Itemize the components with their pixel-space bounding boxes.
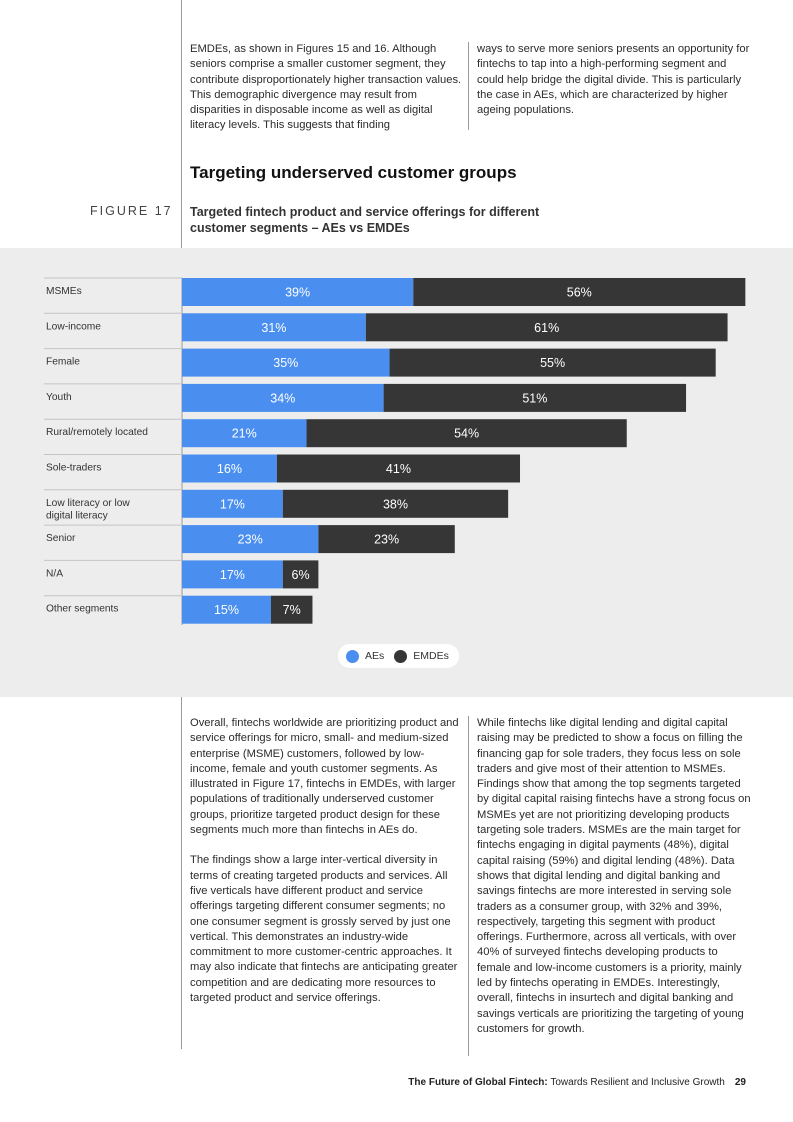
intro-left-paragraph: EMDEs, as shown in Figures 15 and 16. Al… [190,43,462,132]
bar-emdes-youth [383,383,687,412]
category-label-senior: Senior [46,533,76,544]
data-label-aes-female: 35% [273,356,298,370]
data-label-aes-other-segments: 15% [214,603,239,617]
figure-label: FIGURE 17 [90,204,173,218]
data-label-emdes-other-segments: 7% [283,603,301,617]
category-label-rural-remotely-located: Rural/remotely located [46,427,148,438]
legend-label-aes: AEs [365,650,385,662]
data-label-emdes-senior: 23% [374,533,399,547]
body-left-column: Overall, fintechs worldwide are prioriti… [190,716,462,1006]
intro-right-column: ways to serve more seniors presents an o… [477,42,751,118]
figure-title: Targeted fintech product and service off… [190,205,540,235]
category-label-n-a: N/A [46,568,63,579]
page-number: 29 [734,1077,746,1088]
data-label-aes-msmes: 39% [285,286,310,300]
section-heading: Targeting underserved customer groups [190,163,517,182]
data-label-emdes-female: 55% [540,356,565,370]
chart-legend: AEs EMDEs [338,644,459,668]
bar-emdes-other-segments [270,595,313,624]
category-label-msmes: MSMEs [46,286,82,297]
bar-emdes-senior [318,525,455,554]
bar-emdes-n-a [282,560,319,589]
bar-aes-msmes [182,278,414,306]
bar-aes-sole-traders [182,454,277,483]
data-label-aes-low-literacy-or-low-digital-literacy: 17% [220,497,245,511]
bar-emdes-female [389,348,716,377]
footer-title-rest: Towards Resilient and Inclusive Growth [547,1077,725,1088]
bar-emdes-rural-remotely-located [306,419,627,448]
category-label-sole-traders: Sole-traders [46,463,102,474]
column-divider [468,42,469,130]
category-label-low-literacy-or-low-digital-literacy: Low literacy or low digital literacy [46,498,130,522]
legend-swatch-aes [346,649,359,663]
bar-aes-youth [182,383,384,412]
data-label-emdes-low-literacy-or-low-digital-literacy: 38% [383,497,408,511]
body-column-divider [468,716,469,1056]
bar-aes-senior [182,525,319,554]
legend-label-emdes: EMDEs [413,650,449,662]
legend-item-emdes: EMDEs [394,649,449,663]
data-label-aes-low-income: 31% [261,321,286,335]
data-label-emdes-sole-traders: 41% [386,462,411,476]
category-label-female: Female [46,357,80,368]
data-label-aes-youth: 34% [270,391,295,405]
data-label-emdes-n-a: 6% [292,568,310,582]
data-label-aes-senior: 23% [238,533,263,547]
margin-rule-top [181,0,182,248]
data-label-aes-sole-traders: 16% [217,462,242,476]
body-right-column: While fintechs like digital lending and … [477,716,751,1037]
footer-title-bold: The Future of Global Fintech: [408,1077,548,1088]
bar-aes-low-literacy-or-low-digital-literacy [182,489,283,518]
bar-aes-other-segments [182,595,271,624]
category-label-low-income: Low-income [46,321,101,332]
body-left-paragraph-1: Overall, fintechs worldwide are prioriti… [190,717,459,837]
body-left-paragraph-2: The findings show a large inter-vertical… [190,854,458,1005]
bar-aes-female [182,348,390,377]
bar-aes-n-a [182,560,283,589]
bar-emdes-msmes [413,278,746,306]
data-label-aes-rural-remotely-located: 21% [232,427,257,441]
intro-left-column: EMDEs, as shown in Figures 15 and 16. Al… [190,42,462,134]
intro-right-paragraph: ways to serve more seniors presents an o… [477,43,750,117]
margin-rule-bottom [181,697,182,1049]
bar-aes-rural-remotely-located [182,419,307,448]
bar-emdes-low-income [365,313,728,342]
legend-item-aes: AEs [346,649,385,663]
body-right-paragraph: While fintechs like digital lending and … [477,717,751,1035]
bar-emdes-sole-traders [276,454,521,483]
legend-swatch-emdes [394,649,408,663]
data-label-emdes-youth: 51% [522,391,547,405]
data-label-emdes-msmes: 56% [567,286,592,300]
bar-emdes-low-literacy-or-low-digital-literacy [282,489,509,518]
data-label-emdes-rural-remotely-located: 54% [454,427,479,441]
data-label-aes-n-a: 17% [220,568,245,582]
bar-aes-low-income [182,313,366,342]
page-footer: The Future of Global Fintech: Towards Re… [408,1077,746,1088]
category-label-other-segments: Other segments [46,604,118,615]
data-label-emdes-low-income: 61% [534,321,559,335]
category-label-youth: Youth [46,392,72,403]
